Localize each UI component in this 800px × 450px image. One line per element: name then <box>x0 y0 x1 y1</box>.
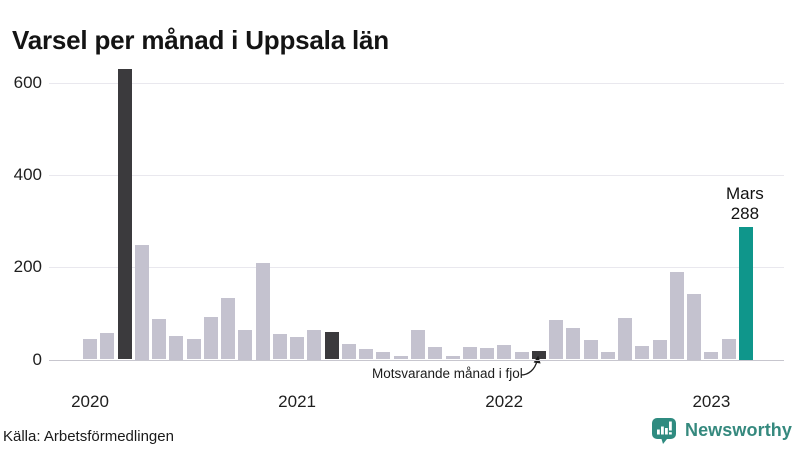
bar-2020-11 <box>255 262 270 360</box>
bar-2020-03 <box>117 68 132 360</box>
bar-2022-03 <box>531 350 546 360</box>
bar-2023-01 <box>704 352 719 360</box>
bar-2020-02 <box>100 333 115 360</box>
bar-2020-05 <box>152 318 166 360</box>
bar-2023-02 <box>721 339 736 360</box>
bar-2022-01 <box>497 345 512 360</box>
x-axis-tick-2023: 2023 <box>692 392 731 411</box>
last-year-annotation: Motsvarande månad i fjol <box>371 366 523 381</box>
gridline-y-200 <box>49 267 784 269</box>
bar-2022-04 <box>549 319 563 360</box>
bar-2023-03 <box>738 226 753 360</box>
bar-2022-10 <box>652 340 667 360</box>
bar-2022-05 <box>566 327 581 360</box>
bar-2020-01 <box>83 339 97 360</box>
bar-2021-07 <box>393 355 408 360</box>
y-axis-tick-600: 600 <box>13 72 42 92</box>
bar-2021-05 <box>359 348 374 360</box>
gridline-y-0 <box>49 359 784 361</box>
x-axis-tick-2022: 2022 <box>485 392 524 411</box>
bar-2022-06 <box>583 340 598 360</box>
bar-2022-09 <box>635 345 650 360</box>
bar-2022-02 <box>514 351 529 360</box>
newsworthy-bubble-chart-icon <box>650 416 678 445</box>
bar-2021-01 <box>290 337 305 360</box>
current-month-value: 288 <box>730 204 760 223</box>
current-month-name: Mars <box>726 184 764 203</box>
bar-2020-10 <box>238 330 253 360</box>
source-credit: Källa: Arbetsförmedlingen <box>3 428 174 445</box>
gridline-y-400 <box>49 174 784 176</box>
bar-2020-04 <box>134 245 149 360</box>
bar-2022-12 <box>687 293 702 360</box>
newsworthy-logo: Newsworthy <box>650 416 792 445</box>
chart-title: Varsel per månad i Uppsala län <box>12 25 389 56</box>
x-axis-tick-2021: 2021 <box>278 392 316 411</box>
y-axis-tick-200: 200 <box>13 257 42 277</box>
bar-2021-06 <box>376 351 391 360</box>
current-month-value-label: Mars 288 <box>705 184 785 224</box>
bar-2020-12 <box>272 334 287 360</box>
bar-2022-08 <box>618 317 633 360</box>
y-axis-tick-0: 0 <box>32 349 42 369</box>
bar-2021-03 <box>324 331 339 360</box>
gridline-y-600 <box>49 82 784 84</box>
bar-2021-02 <box>307 330 322 360</box>
x-axis-tick-2020: 2020 <box>71 392 109 411</box>
bar-2021-11 <box>462 346 477 360</box>
bar-2022-11 <box>669 271 684 360</box>
bar-2020-08 <box>203 316 218 360</box>
bar-2020-09 <box>221 298 236 360</box>
bar-2021-10 <box>445 355 460 360</box>
bar-2022-07 <box>600 352 615 360</box>
bar-2021-12 <box>480 348 494 360</box>
y-axis-tick-400: 400 <box>13 164 42 184</box>
bar-2020-07 <box>186 339 201 360</box>
bar-2020-06 <box>169 336 184 360</box>
annotation-arrow-icon <box>520 354 546 383</box>
newsworthy-wordmark: Newsworthy <box>684 420 792 440</box>
bar-2021-08 <box>410 330 425 360</box>
bar-2021-09 <box>428 346 443 360</box>
bar-2021-04 <box>341 343 356 360</box>
